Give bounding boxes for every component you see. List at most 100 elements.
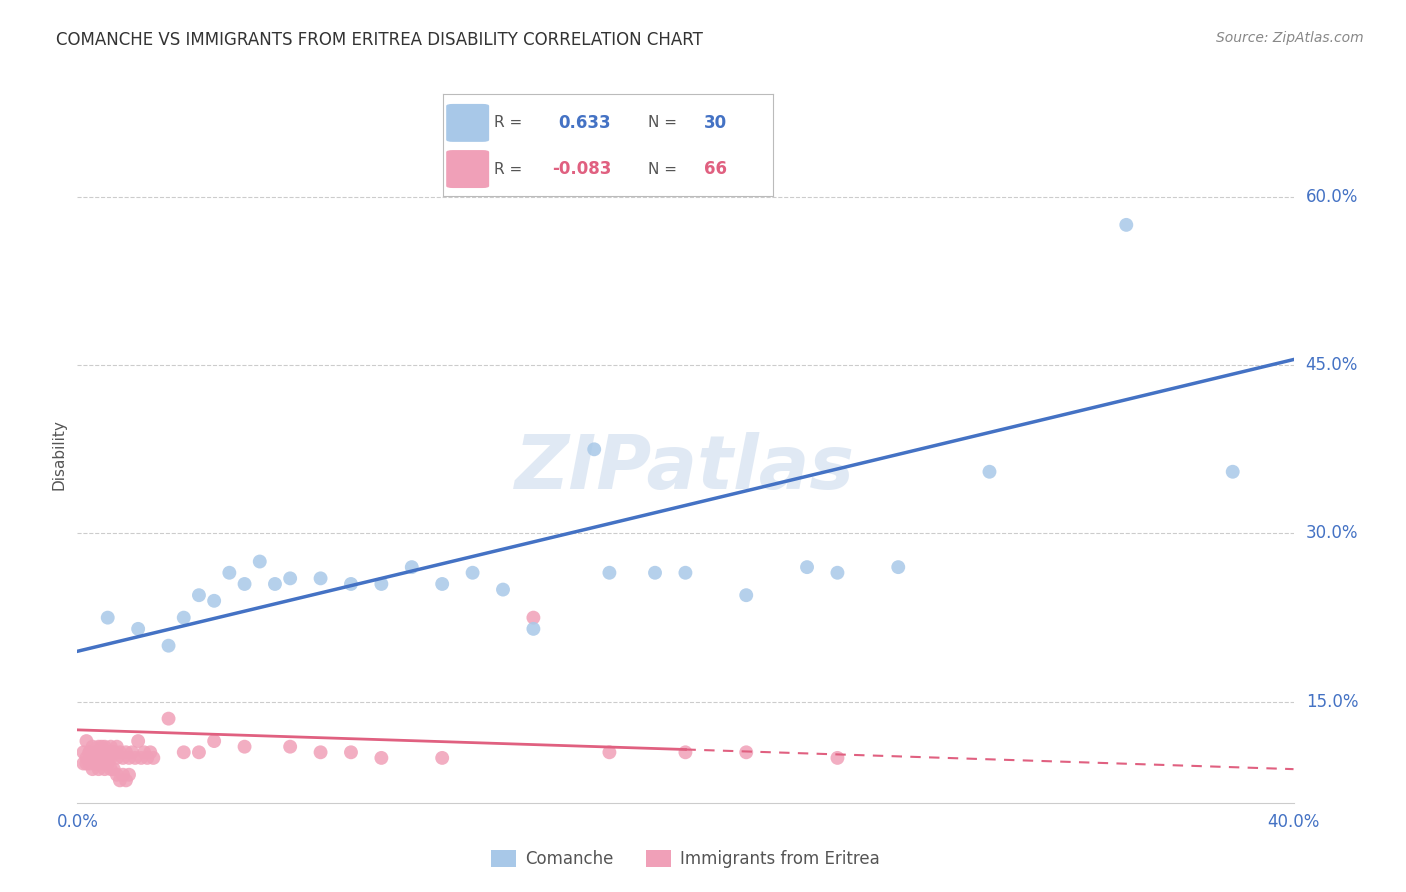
Point bbox=[82, 739, 104, 754]
Y-axis label: Disability: Disability bbox=[51, 419, 66, 491]
Point bbox=[75, 751, 97, 765]
Point bbox=[979, 465, 1001, 479]
Point bbox=[115, 773, 138, 788]
Point bbox=[97, 745, 120, 759]
Point bbox=[105, 739, 128, 754]
Point bbox=[93, 762, 115, 776]
Point bbox=[105, 768, 128, 782]
Point bbox=[644, 566, 666, 580]
Point bbox=[97, 745, 120, 759]
Point bbox=[264, 577, 287, 591]
Point bbox=[90, 756, 112, 771]
Point bbox=[202, 734, 225, 748]
Text: 15.0%: 15.0% bbox=[1306, 693, 1358, 711]
Point bbox=[84, 745, 107, 759]
Point bbox=[124, 751, 146, 765]
Point bbox=[142, 751, 165, 765]
Text: Source: ZipAtlas.com: Source: ZipAtlas.com bbox=[1216, 31, 1364, 45]
Point bbox=[134, 745, 156, 759]
Point bbox=[188, 588, 211, 602]
Text: R =: R = bbox=[494, 161, 523, 177]
Text: N =: N = bbox=[648, 161, 676, 177]
Point bbox=[735, 745, 758, 759]
Point bbox=[430, 751, 453, 765]
Point bbox=[100, 739, 122, 754]
Point bbox=[157, 639, 180, 653]
Point bbox=[111, 751, 134, 765]
Point bbox=[583, 442, 606, 457]
Point bbox=[370, 751, 392, 765]
Text: 30: 30 bbox=[704, 114, 727, 132]
Text: 30.0%: 30.0% bbox=[1306, 524, 1358, 542]
Point bbox=[202, 594, 225, 608]
Point bbox=[136, 751, 159, 765]
Point bbox=[218, 566, 240, 580]
Point bbox=[430, 577, 453, 591]
Point bbox=[796, 560, 818, 574]
Point bbox=[173, 610, 195, 624]
Point bbox=[522, 610, 544, 624]
Point bbox=[127, 734, 149, 748]
Point bbox=[93, 751, 115, 765]
Point bbox=[340, 745, 363, 759]
Point bbox=[115, 745, 138, 759]
Point bbox=[100, 762, 122, 776]
Point bbox=[84, 756, 107, 771]
Point bbox=[1222, 465, 1244, 479]
Point bbox=[340, 577, 363, 591]
Point bbox=[827, 566, 849, 580]
Point bbox=[82, 751, 104, 765]
Point bbox=[1115, 218, 1137, 232]
Point bbox=[121, 745, 143, 759]
Text: ZIPatlas: ZIPatlas bbox=[516, 433, 855, 506]
Point bbox=[278, 739, 301, 754]
FancyBboxPatch shape bbox=[446, 104, 489, 142]
Point bbox=[103, 745, 125, 759]
Text: R =: R = bbox=[494, 115, 523, 130]
Point bbox=[309, 745, 332, 759]
Point bbox=[100, 751, 122, 765]
Text: -0.083: -0.083 bbox=[553, 160, 612, 178]
Text: 60.0%: 60.0% bbox=[1306, 188, 1358, 206]
Point bbox=[129, 751, 152, 765]
Point bbox=[72, 745, 94, 759]
Point bbox=[87, 762, 110, 776]
Text: N =: N = bbox=[648, 115, 676, 130]
Point bbox=[97, 756, 120, 771]
Point bbox=[79, 745, 101, 759]
Point bbox=[87, 739, 110, 754]
Point bbox=[887, 560, 910, 574]
Legend: Comanche, Immigrants from Eritrea: Comanche, Immigrants from Eritrea bbox=[485, 843, 886, 874]
Point bbox=[87, 751, 110, 765]
Point bbox=[522, 622, 544, 636]
Point bbox=[105, 751, 128, 765]
Point bbox=[93, 739, 115, 754]
Point bbox=[309, 571, 332, 585]
Point bbox=[157, 712, 180, 726]
Point bbox=[90, 739, 112, 754]
Point bbox=[118, 751, 141, 765]
Point bbox=[461, 566, 484, 580]
Point bbox=[108, 773, 131, 788]
Point bbox=[139, 745, 162, 759]
Point bbox=[598, 566, 620, 580]
Point bbox=[103, 762, 125, 776]
Point bbox=[278, 571, 301, 585]
Point bbox=[233, 577, 256, 591]
Point bbox=[111, 768, 134, 782]
Text: 45.0%: 45.0% bbox=[1306, 356, 1358, 374]
Point bbox=[827, 751, 849, 765]
Point bbox=[233, 739, 256, 754]
Point bbox=[675, 566, 697, 580]
Point bbox=[75, 734, 97, 748]
Point bbox=[173, 745, 195, 759]
Point bbox=[675, 745, 697, 759]
Point bbox=[127, 622, 149, 636]
Point bbox=[103, 745, 125, 759]
Point bbox=[188, 745, 211, 759]
Text: 0.633: 0.633 bbox=[558, 114, 612, 132]
Point bbox=[79, 745, 101, 759]
Point bbox=[735, 588, 758, 602]
Point bbox=[492, 582, 515, 597]
Point bbox=[82, 762, 104, 776]
